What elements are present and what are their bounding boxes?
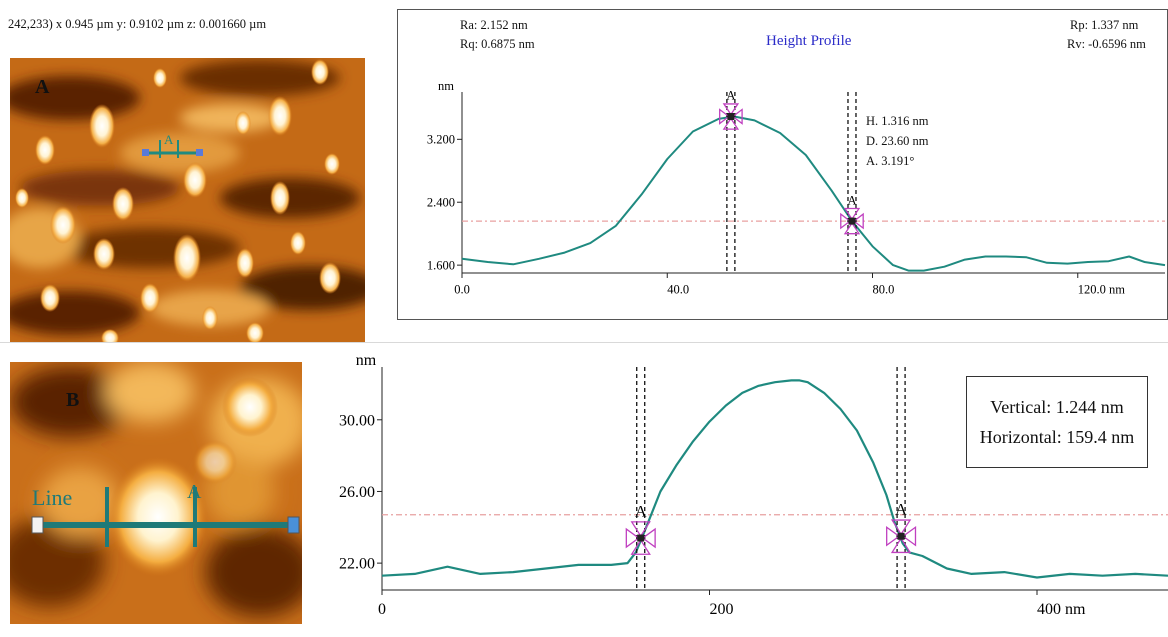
rq-stat: Rq: 0.6875 nm: [460, 37, 535, 51]
cursor-handle-left[interactable]: [142, 149, 149, 156]
rp-stat: Rp: 1.337 nm: [1070, 18, 1139, 32]
measurement-marker-2[interactable]: [840, 207, 864, 235]
measurement-marker-1[interactable]: [625, 521, 656, 555]
profile-line: [381, 379, 1168, 579]
y-tick-label: 30.00: [339, 412, 375, 429]
y-tick-label: 22.00: [339, 556, 375, 573]
line-handle-right[interactable]: [287, 516, 300, 534]
y-tick-label: 1.600: [427, 259, 455, 273]
x-tick-label: 120.0 nm: [1078, 283, 1126, 297]
afm-image-a: A A: [10, 58, 365, 342]
coordinate-readout: 242,233) x 0.945 µm y: 0.9102 µm z: 0.00…: [8, 17, 267, 31]
y-tick-label: 2.400: [427, 196, 455, 210]
distance-stat: D. 23.60 nm: [866, 134, 929, 148]
height-profile-frame: [397, 9, 1168, 320]
y-tick-label: 26.00: [339, 484, 375, 501]
section-divider: [0, 342, 1168, 343]
height-profile-chart-a: nm 1.600 2.400 3.200 0.0 40.0 80.0 120.0 nm A A: [427, 79, 1166, 297]
x-tick-label: 40.0: [667, 283, 689, 297]
panel-letter-b: B: [66, 389, 79, 411]
measurement-marker-2[interactable]: [886, 519, 917, 554]
line-cursor-label: A: [187, 481, 202, 503]
profile-line: [461, 115, 1166, 272]
measurement-box-b: Vertical: 1.244 nm Horizontal: 159.4 nm: [966, 376, 1148, 468]
afm-image-b: Line A B: [10, 362, 302, 624]
height-profile-title: Height Profile: [766, 33, 852, 49]
rv-stat: Rv: -0.6596 nm: [1067, 37, 1146, 51]
y-axis-label: nm: [438, 79, 454, 93]
line-label: Line: [32, 485, 72, 510]
x-tick-label: 200: [710, 601, 734, 618]
marker-label: A: [895, 502, 907, 519]
panel-letter-a: A: [35, 76, 50, 98]
x-tick-label: 0: [378, 601, 386, 618]
cursor-label-a: A: [164, 132, 174, 147]
height-profile-chart-b: nm 22.00 26.00 30.00 0 200 400 nm A A: [339, 352, 1168, 618]
x-tick-label: 80.0: [873, 283, 895, 297]
marker-label: A: [726, 89, 735, 103]
horizontal-measurement: Horizontal: 159.4 nm: [979, 427, 1135, 447]
line-handle-left[interactable]: [31, 516, 44, 534]
x-tick-label: 0.0: [454, 283, 470, 297]
ra-stat: Ra: 2.152 nm: [460, 18, 528, 32]
cursor-handle-right[interactable]: [196, 149, 203, 156]
x-tick-label: 400 nm: [1037, 601, 1086, 618]
height-stat: H. 1.316 nm: [866, 114, 929, 128]
measurement-marker-1[interactable]: [719, 103, 743, 130]
marker-label: A: [635, 503, 647, 520]
angle-stat: A. 3.191°: [866, 154, 915, 168]
vertical-measurement: Vertical: 1.244 nm: [990, 397, 1124, 417]
y-tick-label: 3.200: [427, 133, 455, 147]
marker-label: A: [847, 193, 856, 207]
y-axis-label: nm: [356, 352, 377, 369]
